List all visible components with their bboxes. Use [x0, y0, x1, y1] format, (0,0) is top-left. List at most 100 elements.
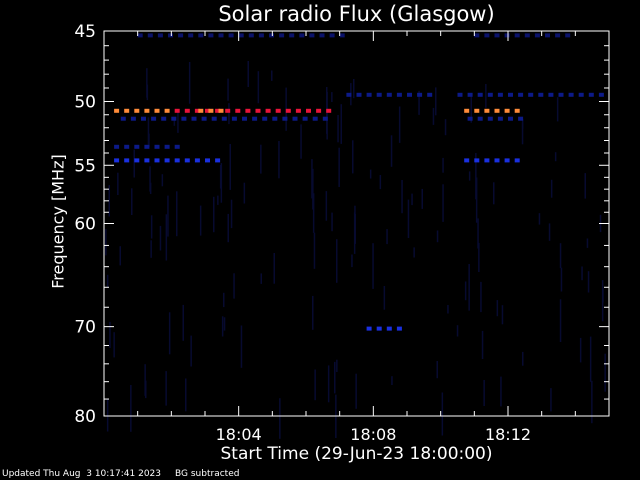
noise-streak	[188, 62, 191, 104]
emission-dash	[262, 116, 268, 121]
emission-dash	[477, 116, 483, 121]
noise-streak	[230, 199, 233, 229]
emission-dash	[184, 108, 190, 113]
noise-streak	[325, 191, 328, 221]
noise-streak	[372, 243, 374, 289]
noise-streak	[483, 380, 485, 406]
noise-streak	[444, 119, 447, 136]
emission-dash	[191, 116, 197, 121]
emission-dash	[275, 108, 281, 113]
noise-streak	[213, 196, 215, 233]
noise-streak	[579, 337, 582, 363]
noise-streak	[177, 111, 179, 133]
emission-dash	[198, 33, 204, 38]
emission-dash	[231, 116, 237, 121]
emission-dash	[508, 92, 513, 97]
emission-dash	[205, 158, 210, 163]
emission-dash	[208, 108, 214, 113]
emission-dash	[228, 33, 234, 38]
emission-dash	[474, 33, 480, 38]
noise-streak	[173, 117, 176, 126]
emission-dash	[242, 116, 247, 121]
y-axis-label: Frequency [MHz]	[48, 154, 68, 289]
noise-streak	[106, 398, 109, 432]
noise-streak	[185, 378, 187, 412]
noise-streak	[108, 185, 110, 217]
emission-dash	[464, 158, 470, 163]
x-axis-label: Start Time (29-Jun-23 18:00:00)	[220, 444, 493, 464]
noise-streak	[521, 122, 524, 145]
background-noise	[105, 61, 606, 439]
noise-streak	[257, 71, 260, 104]
emission-dash	[178, 33, 184, 38]
noise-streak	[243, 182, 246, 204]
updated-timestamp: Updated Thu Aug 3 10:17:41 2023	[2, 469, 162, 479]
emission-dash	[578, 92, 584, 97]
emission-dash	[565, 33, 571, 38]
noise-streak	[300, 124, 302, 159]
emission-dash	[238, 33, 244, 38]
noise-streak	[369, 169, 372, 179]
emission-dash	[215, 158, 221, 163]
noise-streak	[149, 182, 152, 194]
noise-streak	[278, 141, 280, 179]
emission-dash	[538, 92, 544, 97]
emission-dash	[154, 158, 160, 163]
noise-streak	[221, 316, 224, 337]
emission-dash	[322, 116, 328, 121]
noise-streak	[131, 188, 133, 215]
emission-dash	[588, 92, 594, 97]
noise-streak	[550, 388, 552, 412]
noise-streak	[337, 115, 339, 143]
noise-streak	[480, 281, 482, 313]
emission-dash	[558, 92, 564, 97]
emission-dash	[467, 116, 473, 121]
emission-dash	[258, 33, 264, 38]
noise-streak	[119, 246, 121, 266]
emission-dash	[147, 33, 153, 38]
emission-dash	[130, 116, 136, 121]
noise-streak	[447, 305, 449, 314]
noise-streak	[475, 153, 477, 200]
noise-streak	[227, 78, 229, 101]
emission-dash	[528, 92, 534, 97]
emission-dash	[346, 92, 352, 97]
noise-streak	[391, 376, 393, 385]
emission-dash	[497, 116, 503, 121]
emission-dash	[312, 116, 318, 121]
noise-streak	[314, 369, 316, 401]
emission-dash	[252, 116, 258, 121]
noise-streak	[150, 215, 153, 239]
emission-bands	[114, 33, 604, 331]
emission-dash	[568, 92, 574, 97]
noise-streak	[351, 254, 353, 268]
emission-dash	[188, 33, 194, 38]
noise-streak	[390, 135, 393, 167]
noise-streak	[327, 365, 330, 403]
noise-streak	[548, 223, 551, 241]
noise-streak	[550, 179, 553, 198]
emission-dash	[164, 144, 170, 149]
noise-streak	[354, 213, 356, 244]
noise-streak	[398, 106, 401, 143]
emission-dash	[518, 116, 524, 121]
noise-streak	[240, 325, 243, 368]
emission-dash	[366, 92, 372, 97]
noise-streak	[559, 243, 562, 269]
emission-dash	[396, 92, 402, 97]
noise-streak	[159, 225, 162, 251]
emission-dash	[407, 92, 412, 97]
noise-streak	[167, 195, 169, 237]
emission-dash	[201, 116, 207, 121]
emission-dash	[114, 108, 120, 113]
noise-streak	[493, 182, 495, 205]
noise-streak	[105, 229, 107, 256]
noise-streak	[165, 371, 167, 406]
noise-streak	[161, 174, 164, 187]
noise-streak	[586, 238, 589, 248]
x-tick-label: 18:12	[485, 425, 531, 444]
emission-dash	[598, 92, 604, 97]
emission-dash	[524, 33, 530, 38]
y-tick-label: 45	[74, 22, 96, 42]
